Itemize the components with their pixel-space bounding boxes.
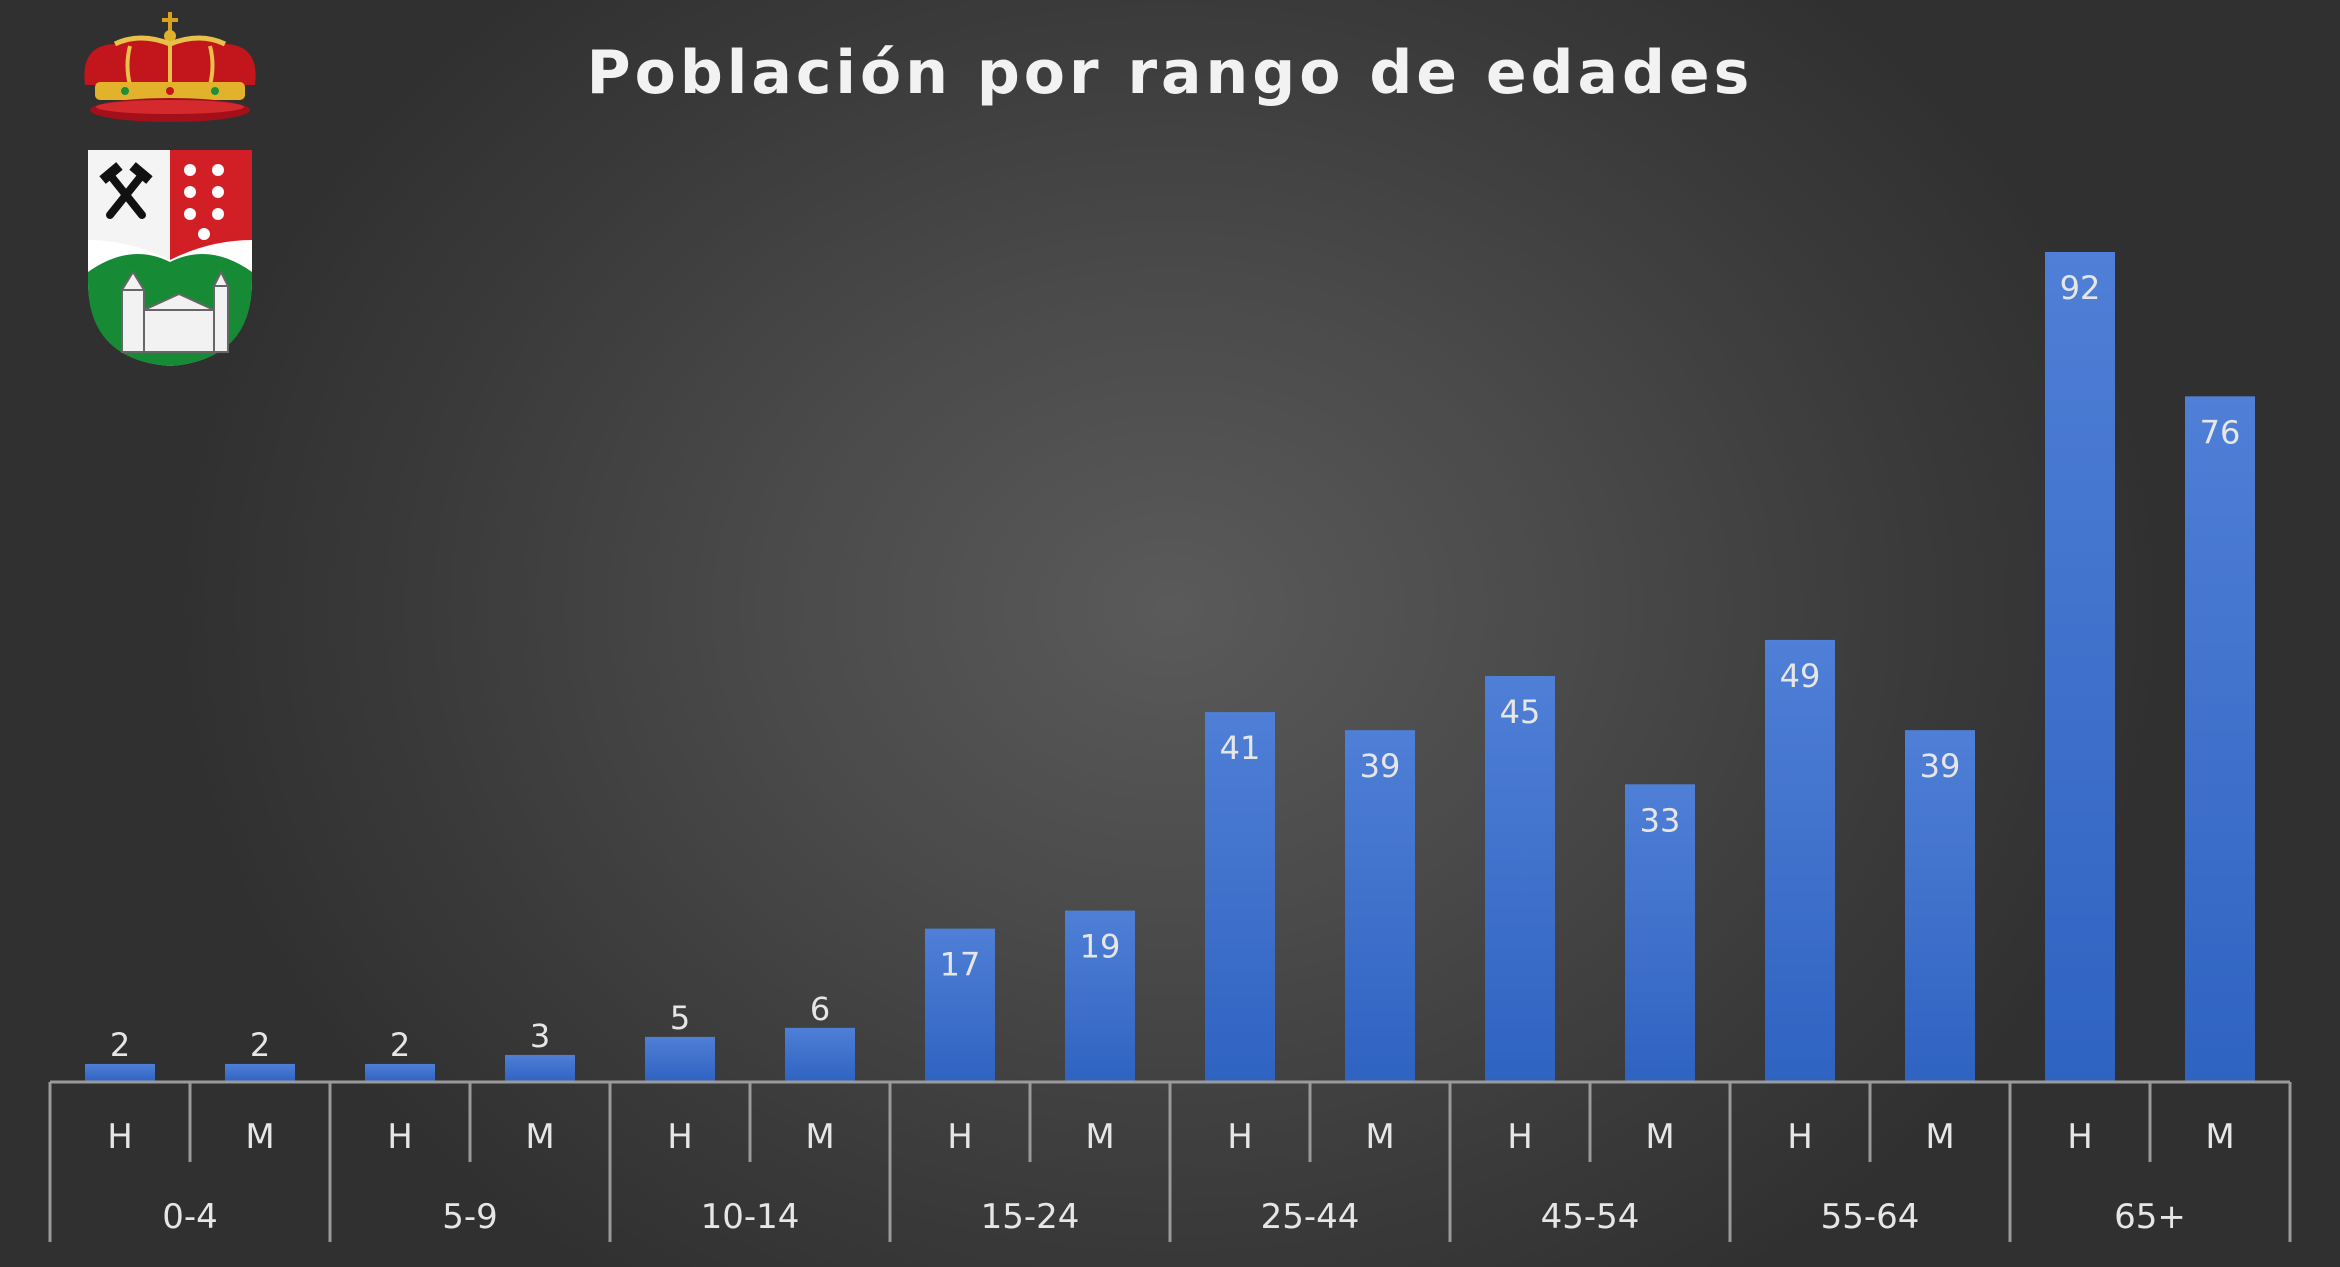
tick-label-sub: H [667,1117,693,1157]
data-label: 33 [1640,801,1681,839]
tick-label-group: 10-14 [701,1197,800,1237]
data-label: 3 [530,1017,550,1055]
bar-65+-M [2185,396,2255,1082]
bar-0-4-M [225,1063,295,1082]
tick-label-group: 5-9 [442,1197,498,1237]
crown-icon [84,12,256,122]
data-label: 2 [110,1026,130,1064]
tick-label-sub: H [1507,1117,1533,1157]
tick-label-sub: M [245,1117,274,1157]
bar-10-14-H [645,1036,715,1082]
data-label: 39 [1920,747,1961,785]
category-axis: H M0-4H M5-9H M10-14H M15-24H M25-44H M45-54H M… [48,1080,2292,1242]
church-icon [120,269,230,353]
tick-label-group: 0-4 [162,1197,218,1237]
bar-10-14-M [785,1027,855,1082]
tick-label-sub: H [1227,1117,1253,1157]
bar-55-64-H [1765,639,1835,1082]
tick-label-sub: H [947,1117,973,1157]
data-label: 49 [1780,657,1821,695]
tick-label-sub: H [387,1117,413,1157]
bar-15-24-H [925,928,995,1082]
tick-label-sub: M [1365,1117,1394,1157]
data-label: 92 [2060,269,2101,307]
data-label: 2 [250,1026,270,1064]
tick-label-group: 65+ [2114,1197,2186,1237]
data-label: 6 [810,990,830,1028]
bar-45-54-H [1485,676,1555,1082]
bar-55-64-M [1905,730,1975,1082]
data-label: 5 [670,999,690,1037]
tick-label-sub: H [1787,1117,1813,1157]
data-label: 45 [1500,693,1541,731]
bar-45-54-M [1625,784,1695,1082]
tick-label-group: 55-64 [1821,1197,1920,1237]
tick-label-sub: M [525,1117,554,1157]
data-label: 2 [390,1026,410,1064]
tick-label-sub: M [1925,1117,1954,1157]
data-label: 76 [2200,413,2241,451]
plot-area: 2 2 2 3 5 6 17 19 41 39 45 33 49 39 92 76 [85,251,2255,1082]
bar-5-9-M [505,1054,575,1082]
tick-label-group: 25-44 [1261,1197,1360,1237]
data-label: 19 [1080,928,1121,966]
tick-label-group: 45-54 [1541,1197,1640,1237]
bar-25-44-M [1345,730,1415,1082]
tick-label-sub: M [1085,1117,1114,1157]
coat-of-arms-logo [84,12,256,366]
bar-25-44-H [1205,712,1275,1082]
chart-title: Población por rango de edades [586,38,1754,108]
tick-label-sub: H [2067,1117,2093,1157]
bar-5-9-H [365,1063,435,1082]
bar-65+-H [2045,251,2115,1082]
tick-label-sub: M [2205,1117,2234,1157]
shield-icon [88,150,252,366]
bar-0-4-H [85,1063,155,1082]
data-label: 41 [1220,729,1261,767]
tick-label-sub: H [107,1117,133,1157]
tick-label-sub: M [1645,1117,1674,1157]
data-label: 39 [1360,747,1401,785]
tick-label-group: 15-24 [981,1197,1080,1237]
tick-label-sub: M [805,1117,834,1157]
data-label: 17 [940,946,981,984]
bar-15-24-M [1065,910,1135,1082]
